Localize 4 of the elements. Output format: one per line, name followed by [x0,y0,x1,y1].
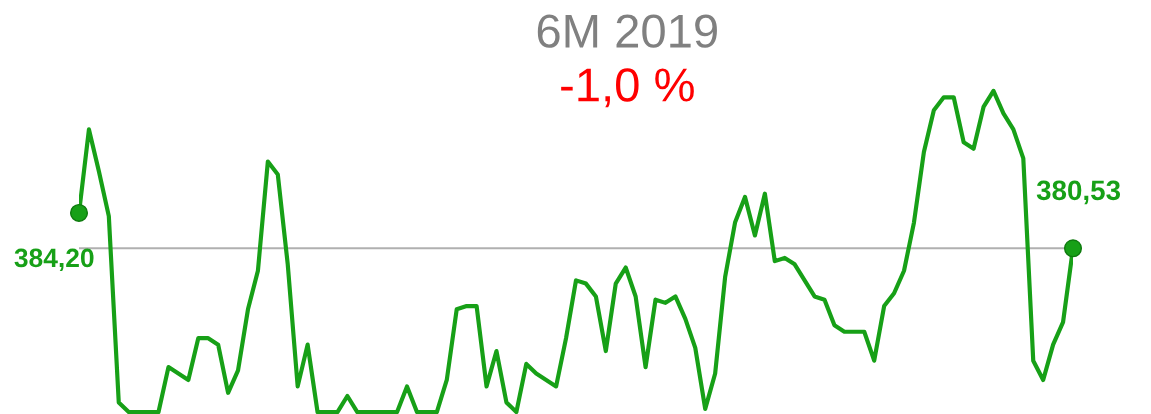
chart-title: 6M 2019 [537,14,717,48]
annotation: 384,20 [14,248,94,272]
annotation: 380,53 [1036,180,1121,205]
chart-subtitle: -1,0 % [561,68,694,108]
